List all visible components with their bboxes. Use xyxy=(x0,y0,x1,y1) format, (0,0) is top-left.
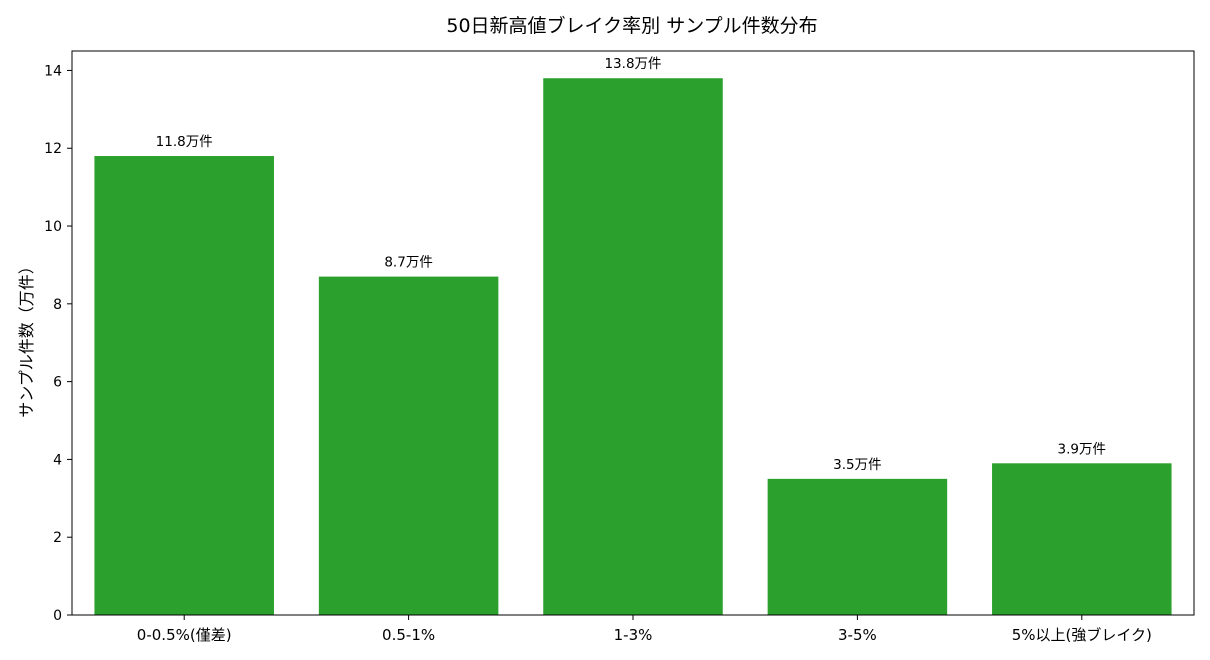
y-tick-label-1: 2 xyxy=(53,530,62,546)
y-tick-label-7: 14 xyxy=(44,63,62,79)
bar-0 xyxy=(94,156,274,615)
x-tick-label-3: 3-5% xyxy=(838,626,877,644)
bar-2 xyxy=(543,78,723,615)
bar-3 xyxy=(767,478,948,615)
y-tick-label-0: 0 xyxy=(53,608,62,624)
data-label-0: 11.8万件 xyxy=(156,134,213,150)
y-tick-label-5: 10 xyxy=(44,219,62,235)
plot-area: 11.8万件 0-0.5%(僅差) 8.7万件 0.5-1% 13.8万件 1-3% 3.5… xyxy=(44,50,1195,644)
bar-4 xyxy=(992,463,1172,615)
x-tick-label-2: 1-3% xyxy=(614,626,653,644)
x-tick-label-1: 0.5-1% xyxy=(382,626,435,644)
chart-title: 50日新高値ブレイク率別 サンプル件数分布 xyxy=(446,14,817,37)
data-label-4: 3.9万件 xyxy=(1058,441,1106,457)
data-label-3: 3.5万件 xyxy=(833,457,881,473)
data-label-1: 8.7万件 xyxy=(384,255,432,271)
x-tick-label-4: 5%以上(強ブレイク) xyxy=(1012,626,1152,644)
y-tick-label-2: 4 xyxy=(53,452,62,468)
x-tick-label-0: 0-0.5%(僅差) xyxy=(137,626,232,644)
data-label-2: 13.8万件 xyxy=(604,56,661,72)
y-axis-label: サンプル件数（万件） xyxy=(17,258,36,418)
bar-1 xyxy=(318,276,499,615)
y-tick-label-4: 8 xyxy=(53,297,62,313)
plot-frame xyxy=(71,50,1195,616)
y-tick-label-6: 12 xyxy=(44,141,62,157)
y-tick-label-3: 6 xyxy=(53,375,62,391)
